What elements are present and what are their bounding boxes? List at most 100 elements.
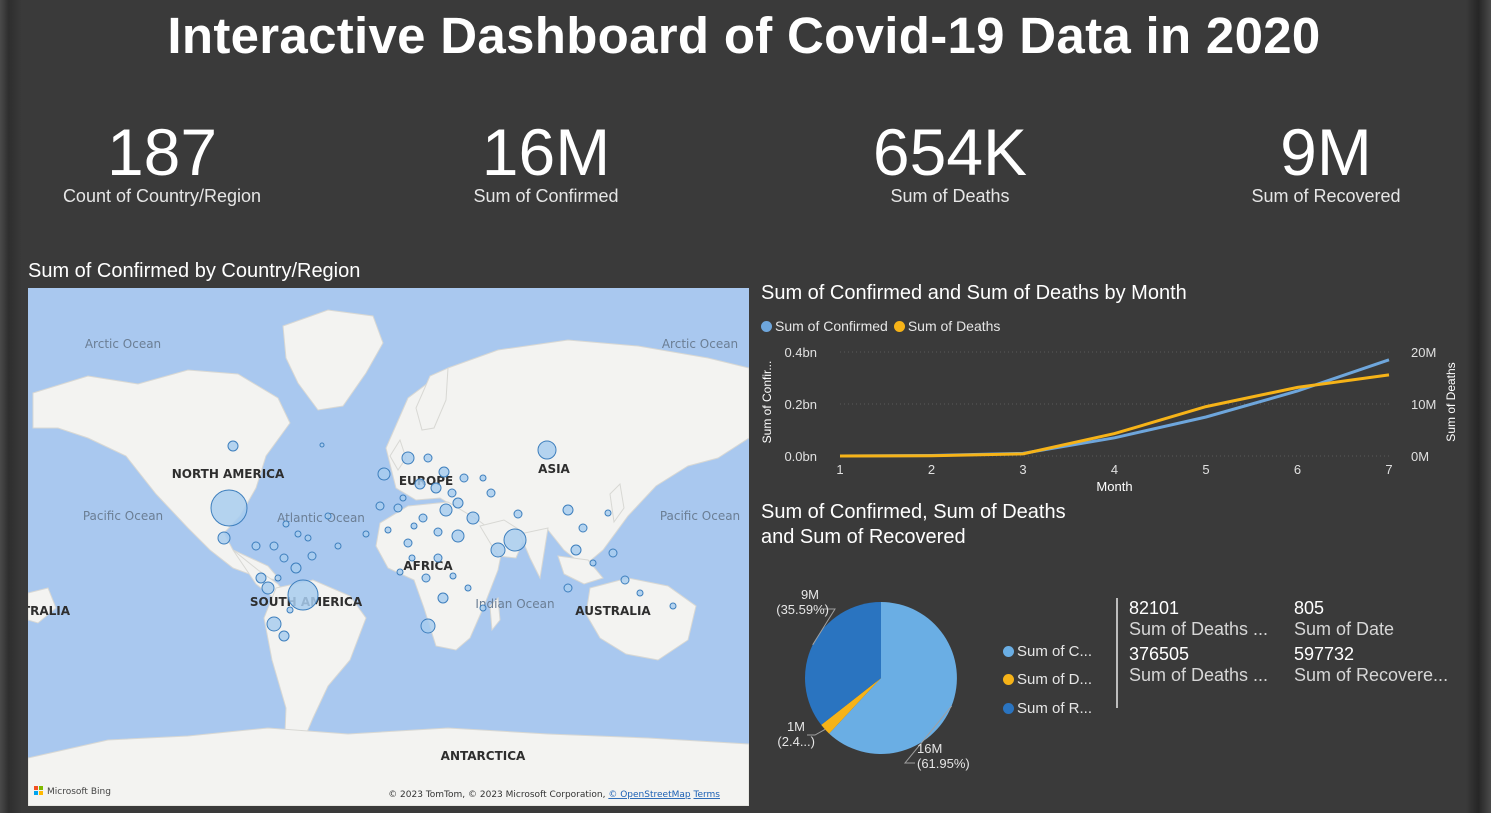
country-bubble[interactable] bbox=[324, 512, 332, 520]
country-bubble[interactable] bbox=[266, 616, 282, 632]
country-bubble[interactable] bbox=[486, 488, 496, 498]
card-date[interactable]: 805 Sum of Date bbox=[1294, 598, 1394, 640]
card-deaths-2[interactable]: 376505 Sum of Deaths ... bbox=[1129, 644, 1268, 686]
country-bubble[interactable] bbox=[307, 551, 317, 561]
pie-title-line2: and Sum of Recovered bbox=[761, 526, 966, 548]
country-bubble[interactable] bbox=[451, 529, 465, 543]
country-bubble[interactable] bbox=[261, 581, 275, 595]
country-bubble[interactable] bbox=[418, 513, 428, 523]
pie-slice[interactable] bbox=[829, 602, 957, 754]
country-bubble[interactable] bbox=[227, 440, 239, 452]
country-bubble[interactable] bbox=[479, 604, 487, 612]
country-bubble[interactable] bbox=[286, 606, 294, 614]
map-canvas[interactable]: Arctic Ocean Arctic Ocean Pacific Ocean … bbox=[28, 288, 749, 806]
country-bubble[interactable] bbox=[437, 592, 449, 604]
legend-label: Sum of C... bbox=[1017, 643, 1093, 660]
pie-chart[interactable]: 16M(61.95%) 1M(2.4...) 9M(35.59%) bbox=[755, 585, 995, 785]
country-bubble[interactable] bbox=[589, 559, 597, 567]
country-bubble[interactable] bbox=[319, 442, 325, 448]
kpi-country-count[interactable]: 187 Count of Country/Region bbox=[12, 112, 312, 207]
country-bubble[interactable] bbox=[290, 562, 302, 574]
kpi-confirmed[interactable]: 16M Sum of Confirmed bbox=[396, 112, 696, 207]
country-bubble[interactable] bbox=[420, 618, 436, 634]
label-north-america: NORTH AMERICA bbox=[172, 467, 285, 481]
country-bubble[interactable] bbox=[414, 478, 426, 490]
country-bubble[interactable] bbox=[620, 575, 630, 585]
country-bubble[interactable] bbox=[562, 504, 574, 516]
kpi-deaths[interactable]: 654K Sum of Deaths bbox=[800, 112, 1100, 207]
card-recovered[interactable]: 597732 Sum of Recovere... bbox=[1294, 644, 1448, 686]
country-bubble[interactable] bbox=[433, 553, 443, 563]
x-tick-label: 7 bbox=[1385, 462, 1392, 477]
country-bubble[interactable] bbox=[279, 553, 289, 563]
country-bubble[interactable] bbox=[438, 466, 450, 478]
country-bubble[interactable] bbox=[464, 584, 472, 592]
country-bubble[interactable] bbox=[287, 579, 319, 611]
country-bubble[interactable] bbox=[452, 497, 464, 509]
country-bubble[interactable] bbox=[490, 542, 506, 558]
world-map[interactable]: Arctic Ocean Arctic Ocean Pacific Ocean … bbox=[28, 288, 749, 806]
country-bubble[interactable] bbox=[449, 572, 457, 580]
country-bubble[interactable] bbox=[570, 544, 582, 556]
country-bubble[interactable] bbox=[401, 451, 415, 465]
series-line-sum-of-confirmed[interactable] bbox=[839, 358, 1390, 458]
country-bubble[interactable] bbox=[433, 527, 443, 537]
country-bubble[interactable] bbox=[513, 509, 523, 519]
country-bubble[interactable] bbox=[503, 528, 527, 552]
country-bubble[interactable] bbox=[210, 489, 248, 527]
country-bubble[interactable] bbox=[217, 531, 231, 545]
country-bubble[interactable] bbox=[466, 511, 480, 525]
country-bubble[interactable] bbox=[421, 573, 431, 583]
country-bubble[interactable] bbox=[294, 530, 302, 538]
country-bubble[interactable] bbox=[255, 572, 267, 584]
line-chart-legend[interactable]: Sum of Confirmed Sum of Deaths bbox=[761, 318, 1000, 334]
kpi-recovered[interactable]: 9M Sum of Recovered bbox=[1176, 112, 1476, 207]
x-tick-label: 1 bbox=[836, 462, 843, 477]
country-bubble[interactable] bbox=[375, 501, 385, 511]
land-india bbox=[519, 527, 549, 580]
country-bubble[interactable] bbox=[251, 541, 261, 551]
country-bubble[interactable] bbox=[430, 482, 442, 494]
card-deaths-1[interactable]: 82101 Sum of Deaths ... bbox=[1129, 598, 1268, 640]
country-bubble[interactable] bbox=[304, 534, 312, 542]
country-bubble[interactable] bbox=[459, 473, 469, 483]
country-bubble[interactable] bbox=[479, 474, 487, 482]
country-bubble[interactable] bbox=[608, 548, 618, 558]
country-bubble[interactable] bbox=[537, 440, 557, 460]
country-bubble[interactable] bbox=[408, 554, 416, 562]
pie-legend-deaths[interactable]: Sum of D... bbox=[1003, 671, 1092, 688]
country-bubble[interactable] bbox=[282, 520, 290, 528]
pie-legend-confirmed[interactable]: Sum of C... bbox=[1003, 643, 1092, 660]
legend-item-confirmed[interactable]: Sum of Confirmed bbox=[761, 318, 888, 334]
country-bubble[interactable] bbox=[423, 453, 433, 463]
country-bubble[interactable] bbox=[439, 503, 453, 517]
kpi-label: Sum of Confirmed bbox=[473, 186, 619, 206]
pie-slice[interactable] bbox=[805, 602, 881, 725]
line-chart[interactable]: 1 2 3 4 5 6 7 0.0bn 0.2bn 0.4bn 0M 10M 20M Month Sum o… bbox=[755, 340, 1465, 498]
country-bubble[interactable] bbox=[578, 523, 588, 533]
country-bubble[interactable] bbox=[447, 488, 457, 498]
country-bubble[interactable] bbox=[669, 602, 677, 610]
pie-slice[interactable] bbox=[821, 678, 881, 734]
country-bubble[interactable] bbox=[410, 522, 418, 530]
series-line-sum-of-deaths[interactable] bbox=[839, 373, 1390, 458]
country-bubble[interactable] bbox=[362, 530, 370, 538]
country-bubble[interactable] bbox=[563, 583, 573, 593]
legend-item-deaths[interactable]: Sum of Deaths bbox=[893, 318, 1000, 334]
country-bubble[interactable] bbox=[269, 541, 279, 551]
country-bubble[interactable] bbox=[274, 574, 282, 582]
country-bubble[interactable] bbox=[396, 568, 404, 576]
country-bubble[interactable] bbox=[278, 630, 290, 642]
country-bubble[interactable] bbox=[334, 542, 342, 550]
land-masses bbox=[28, 309, 749, 806]
country-bubble[interactable] bbox=[604, 509, 612, 517]
country-bubble[interactable] bbox=[377, 467, 391, 481]
country-bubble[interactable] bbox=[636, 589, 644, 597]
country-bubble[interactable] bbox=[399, 494, 407, 502]
country-bubble[interactable] bbox=[384, 526, 392, 534]
pie-legend-recovered[interactable]: Sum of R... bbox=[1003, 700, 1092, 717]
country-bubble[interactable] bbox=[393, 503, 403, 513]
legend-dot bbox=[761, 321, 772, 332]
land-madagascar bbox=[489, 596, 501, 632]
country-bubble[interactable] bbox=[403, 538, 413, 548]
